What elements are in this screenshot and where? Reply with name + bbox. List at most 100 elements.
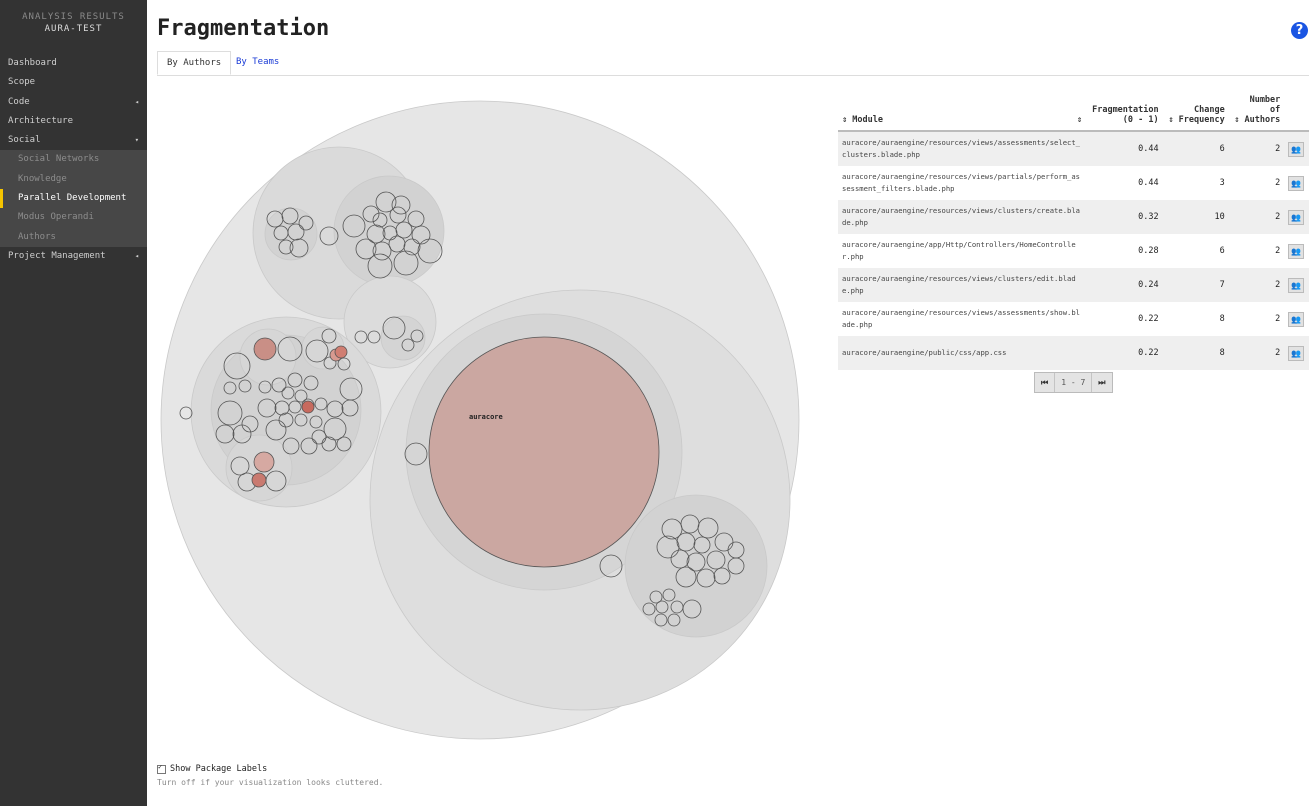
- module-path: auracore/auraengine/public/css/app.css: [838, 336, 1086, 370]
- change-frequency-value: 3: [1219, 178, 1225, 188]
- fragmentation-circle-pack[interactable]: auracore: [158, 92, 800, 750]
- sidebar-item-label: Knowledge: [18, 173, 67, 184]
- sidebar-item-architecture[interactable]: Architecture: [0, 112, 147, 131]
- module-circle-auracore[interactable]: [428, 336, 660, 568]
- first-page-button[interactable]: ⏮: [1041, 378, 1049, 387]
- row-action-cell: 👥: [1284, 302, 1309, 336]
- table-row[interactable]: auracore/auraengine/resources/views/asse…: [838, 302, 1309, 336]
- change-frequency-value: 6: [1162, 131, 1229, 166]
- table-row[interactable]: auracore/auraengine/resources/views/asse…: [838, 131, 1309, 166]
- table-row[interactable]: auracore/auraengine/public/css/app.css 0…: [838, 336, 1309, 370]
- table-row[interactable]: auracore/auraengine/resources/views/part…: [838, 166, 1309, 200]
- change-frequency-value: 10: [1162, 200, 1229, 234]
- sidebar-item-modus-operandi[interactable]: Modus Operandi: [0, 208, 147, 228]
- sidebar: ANALYSIS RESULTS AURA-TEST Dashboard Sco…: [0, 0, 147, 806]
- checkbox[interactable]: [157, 763, 166, 774]
- sidebar-item-parallel-development[interactable]: Parallel Development: [0, 189, 147, 209]
- sidebar-item-label: Scope: [8, 77, 36, 88]
- row-action-cell: 👥: [1284, 200, 1309, 234]
- authors-count: 2: [1275, 314, 1281, 324]
- module-path: auracore/auraengine/resources/views/clus…: [838, 268, 1086, 302]
- highlighted-module-circle[interactable]: [253, 337, 277, 361]
- authors-icon[interactable]: 👥: [1288, 345, 1305, 361]
- module-path: auracore/auraengine/resources/views/asse…: [838, 131, 1086, 166]
- column-header-fragmentation[interactable]: Fragmentation (0 - 1): [1086, 92, 1163, 132]
- sidebar-item-dashboard[interactable]: Dashboard: [0, 54, 147, 73]
- column-header-change-frequency[interactable]: Change ⇕ Frequency: [1162, 92, 1229, 132]
- row-action-cell: 👥: [1284, 166, 1309, 200]
- sidebar-item-label: Dashboard: [8, 58, 57, 68]
- sidebar-item-knowledge[interactable]: Knowledge: [0, 169, 147, 190]
- change-frequency-value: 8: [1162, 336, 1229, 370]
- authors-count: 2: [1275, 178, 1281, 188]
- chevron-left-icon: ◂: [134, 251, 139, 260]
- fragmentation-table: ⇕ Module ⇕ Fragmentation (0 - 1) Change ⇕ F…: [838, 92, 1309, 370]
- tab-by-teams[interactable]: By Teams: [236, 57, 280, 67]
- table-row[interactable]: auracore/auraengine/resources/views/clus…: [838, 200, 1309, 234]
- fragmentation-value: 0.32: [1086, 200, 1163, 234]
- authors-icon[interactable]: 👥: [1288, 209, 1305, 225]
- change-frequency-value: 8: [1219, 314, 1225, 324]
- column-header-module[interactable]: ⇕ Module ⇕: [838, 92, 1086, 132]
- sidebar-item-label: Social Networks: [18, 154, 100, 165]
- checkbox-label: Show Package Labels: [170, 764, 268, 774]
- fragmentation-value: 0.44: [1138, 178, 1159, 188]
- page-title: Fragmentation: [157, 16, 330, 41]
- authors-icon[interactable]: 👥: [1288, 141, 1305, 157]
- fragmentation-value: 0.28: [1138, 246, 1159, 256]
- module-path: auracore/auraengine/resources/views/asse…: [842, 308, 1080, 329]
- chevron-left-icon: ◂: [134, 97, 139, 106]
- sidebar-header: ANALYSIS RESULTS AURA-TEST: [0, 0, 147, 48]
- sidebar-item-label: Project Management: [8, 250, 106, 261]
- sidebar-item-code[interactable]: Code ◂: [0, 93, 147, 112]
- sidebar-nav: Dashboard Scope Code ◂ Architecture Socia…: [0, 54, 147, 266]
- sidebar-item-label: Modus Operandi: [18, 212, 94, 223]
- viz-options: Show Package Labels Turn off if your vis…: [157, 763, 384, 787]
- package-circle[interactable]: [624, 494, 768, 638]
- hint-text: Turn off if your visualization looks clu…: [157, 778, 384, 787]
- sidebar-item-label: Parallel Development: [18, 193, 127, 204]
- authors-count: 2: [1275, 246, 1281, 256]
- tab-bar: By Authors By Teams: [157, 51, 1309, 76]
- sidebar-item-project-management[interactable]: Project Management ◂: [0, 247, 147, 266]
- sidebar-item-scope[interactable]: Scope: [0, 73, 147, 92]
- column-header-authors[interactable]: Number of ⇕ Authors: [1228, 92, 1285, 132]
- sidebar-item-label: Code: [8, 96, 30, 107]
- module-path: auracore/auraengine/app/Http/Controllers…: [842, 240, 1076, 261]
- column-header-actions: [1284, 92, 1309, 132]
- project-name: AURA-TEST: [44, 24, 103, 34]
- sidebar-item-social-networks[interactable]: Social Networks: [0, 150, 147, 170]
- chevron-down-icon: ▾: [134, 136, 139, 145]
- pagination: ⏮ 1 - 7 ⏭: [1034, 372, 1113, 393]
- sidebar-subtitle: ANALYSIS RESULTS: [22, 12, 125, 22]
- module-path: auracore/auraengine/resources/views/clus…: [838, 200, 1086, 234]
- last-page-button[interactable]: ⏭: [1098, 378, 1106, 387]
- sidebar-item-social[interactable]: Social ▾: [0, 131, 147, 150]
- package-label-auracore: auracore: [469, 413, 503, 421]
- tab-by-authors[interactable]: By Authors: [157, 51, 232, 75]
- authors-icon[interactable]: 👥: [1288, 175, 1305, 191]
- authors-count: 2: [1228, 268, 1285, 302]
- module-circle[interactable]: [266, 210, 284, 228]
- page-range: 1 - 7: [1054, 373, 1093, 392]
- row-action-cell: 👥: [1284, 234, 1309, 268]
- authors-icon[interactable]: 👥: [1288, 277, 1305, 293]
- fragmentation-value: 0.24: [1086, 268, 1163, 302]
- authors-icon[interactable]: 👥: [1288, 243, 1305, 259]
- authors-icon[interactable]: 👥: [1288, 311, 1305, 327]
- fragmentation-value: 0.22: [1138, 314, 1159, 324]
- authors-count: 2: [1228, 131, 1285, 166]
- package-circle[interactable]: [380, 315, 426, 361]
- authors-count: 2: [1228, 336, 1285, 370]
- show-package-labels-toggle[interactable]: Show Package Labels: [157, 763, 383, 774]
- sidebar-item-authors[interactable]: Authors: [0, 227, 147, 247]
- table-row[interactable]: auracore/auraengine/resources/views/clus…: [838, 268, 1309, 302]
- table-row[interactable]: auracore/auraengine/app/Http/Controllers…: [838, 234, 1309, 268]
- change-frequency-value: 7: [1162, 268, 1229, 302]
- sidebar-item-label: Architecture: [8, 115, 74, 126]
- module-path: auracore/auraengine/resources/views/part…: [842, 172, 1080, 193]
- fragmentation-value: 0.44: [1086, 131, 1163, 166]
- change-frequency-value: 6: [1219, 246, 1225, 256]
- help-icon[interactable]: ?: [1291, 22, 1308, 39]
- table-header-row: ⇕ Module ⇕ Fragmentation (0 - 1) Change ⇕ F…: [838, 92, 1309, 132]
